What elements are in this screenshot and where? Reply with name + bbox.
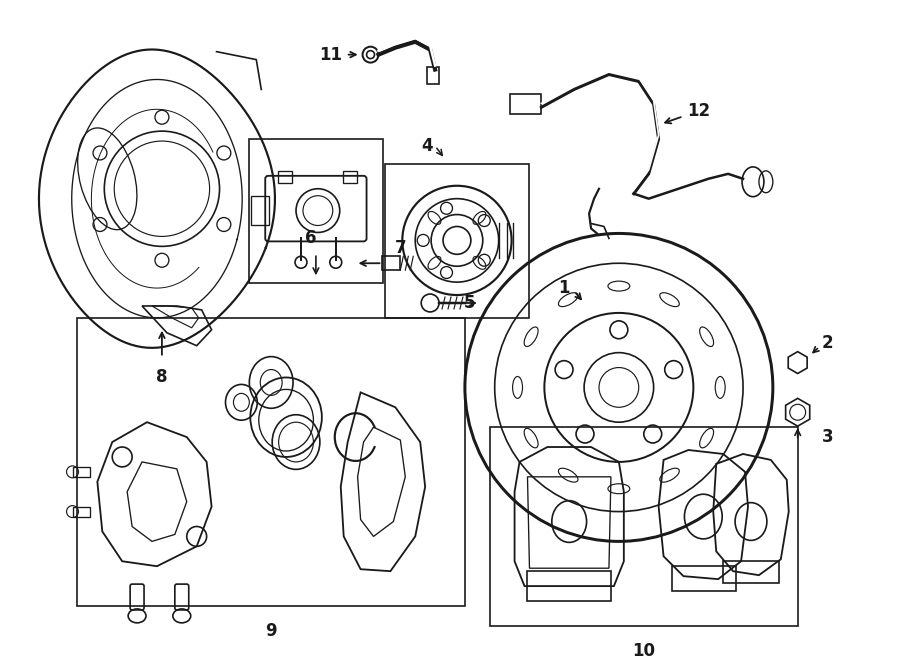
Bar xyxy=(382,256,400,270)
Bar xyxy=(278,171,293,183)
Bar xyxy=(428,67,439,85)
Bar xyxy=(73,467,90,477)
Text: 6: 6 xyxy=(305,229,317,247)
Bar xyxy=(490,427,797,626)
Text: 12: 12 xyxy=(687,102,710,120)
Text: 7: 7 xyxy=(394,239,406,257)
Text: 2: 2 xyxy=(822,334,833,352)
Text: 9: 9 xyxy=(266,622,277,640)
Bar xyxy=(671,566,736,591)
Text: 1: 1 xyxy=(559,279,570,297)
Text: 5: 5 xyxy=(464,294,475,312)
Bar xyxy=(724,561,778,583)
Text: 4: 4 xyxy=(421,137,433,155)
Text: 3: 3 xyxy=(822,428,833,446)
Bar xyxy=(343,171,356,183)
Bar xyxy=(509,95,542,114)
Bar xyxy=(249,139,383,283)
Bar xyxy=(77,318,465,606)
Bar xyxy=(73,506,90,516)
Text: 10: 10 xyxy=(632,642,655,660)
Text: 8: 8 xyxy=(157,368,167,387)
Bar xyxy=(251,196,269,225)
Text: 11: 11 xyxy=(320,46,342,63)
Bar xyxy=(385,164,529,318)
Bar xyxy=(527,571,611,601)
